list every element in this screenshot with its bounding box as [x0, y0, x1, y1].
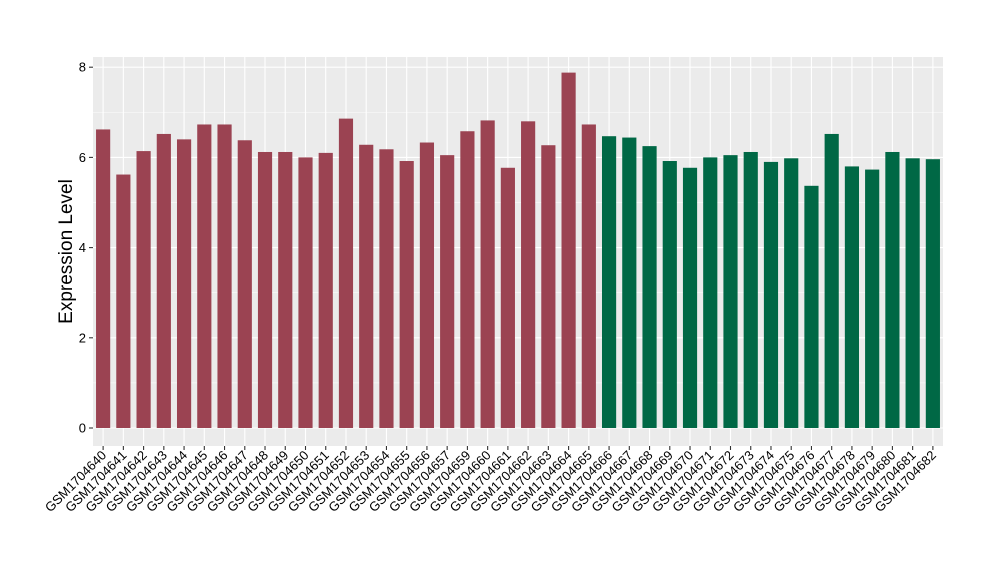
bar — [419, 142, 435, 428]
bar — [217, 124, 232, 429]
bar — [197, 124, 212, 429]
bar — [763, 161, 779, 428]
bar — [156, 133, 171, 428]
bar — [541, 145, 556, 428]
bar — [257, 151, 273, 428]
bar — [278, 151, 293, 428]
bar — [622, 137, 637, 428]
bar — [399, 161, 414, 428]
x-axis: GSM1704640GSM1704641GSM1704642GSM1704643… — [42, 446, 939, 515]
bar — [379, 149, 394, 429]
bar — [460, 131, 475, 428]
bar — [662, 161, 677, 428]
bar — [844, 166, 860, 429]
bar — [723, 155, 738, 428]
plot-panel — [93, 57, 943, 446]
bar — [298, 157, 313, 428]
bar — [703, 157, 718, 428]
bar — [237, 140, 252, 428]
bar — [784, 158, 799, 428]
bars — [96, 72, 940, 429]
bar — [561, 72, 576, 428]
bar — [440, 155, 455, 428]
y-tick-label: 0 — [79, 421, 86, 436]
bar — [480, 120, 495, 428]
bar — [176, 139, 192, 429]
bar — [824, 133, 839, 428]
bar — [642, 146, 657, 428]
y-tick-label: 4 — [79, 240, 86, 255]
bar — [116, 174, 131, 428]
y-tick-label: 2 — [79, 330, 86, 345]
bar — [885, 151, 900, 428]
bar — [96, 129, 111, 429]
bar — [804, 185, 819, 428]
y-tick-label: 8 — [79, 60, 86, 75]
bar — [338, 118, 354, 428]
bar — [318, 152, 333, 428]
bar — [743, 151, 758, 428]
bar — [601, 136, 617, 428]
bar — [521, 121, 536, 428]
bar — [865, 169, 880, 428]
bar — [682, 167, 698, 428]
y-axis-title: Expression Level — [56, 179, 77, 324]
bar — [136, 151, 151, 428]
bar — [359, 144, 374, 428]
y-axis: 0 2 4 6 8 — [79, 60, 93, 436]
bar — [500, 167, 515, 428]
bar — [925, 159, 940, 429]
bar — [905, 158, 920, 428]
bar — [581, 124, 596, 429]
y-tick-label: 6 — [79, 150, 86, 165]
